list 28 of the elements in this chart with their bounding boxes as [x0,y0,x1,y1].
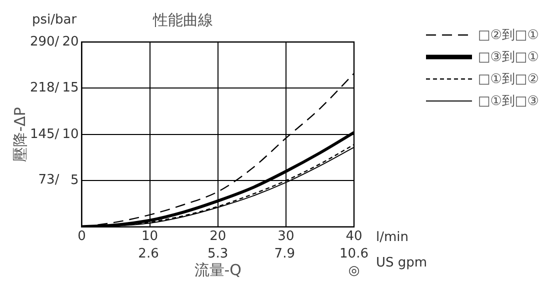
x-tick-label: 20 [210,228,226,244]
x2-tick-label: 10.6 [340,246,368,262]
y2-tick-label: 10 [62,126,79,142]
x-tick-label: 10 [142,228,158,244]
x2-tick-label: 7.9 [274,246,295,262]
legend-label: □③到□① [478,49,539,66]
legend-label: □②到□① [478,27,539,44]
x-tick-label: 0 [78,228,86,244]
y2-tick-label: 5 [70,172,79,188]
legend-label: □①到□③ [478,93,539,110]
text: l/min [376,230,409,246]
text: psi/bar [32,12,78,28]
x-axis-title: 流量-Q [194,260,242,279]
y-tick-label: 218/ [30,80,60,96]
x2-tick-label: 2.6 [138,246,159,262]
y-tick-label: 73/ [38,172,60,188]
legend-label: □①到□② [478,71,539,88]
x2-tick-label: 5.3 [208,246,228,262]
y2-tick-label: 20 [62,34,79,50]
text: US gpm [376,256,428,271]
chart-title: 性能曲線 [152,10,213,29]
x-tick-label: 30 [278,228,294,244]
text: ◎ [348,263,360,278]
y2-tick-label: 15 [62,80,79,96]
x-tick-label: 40 [346,228,362,244]
y-tick-label: 145/ [30,126,60,142]
y-axis-title: 壓降-ΔP [10,107,29,162]
y-tick-label: 290/ [30,34,60,50]
